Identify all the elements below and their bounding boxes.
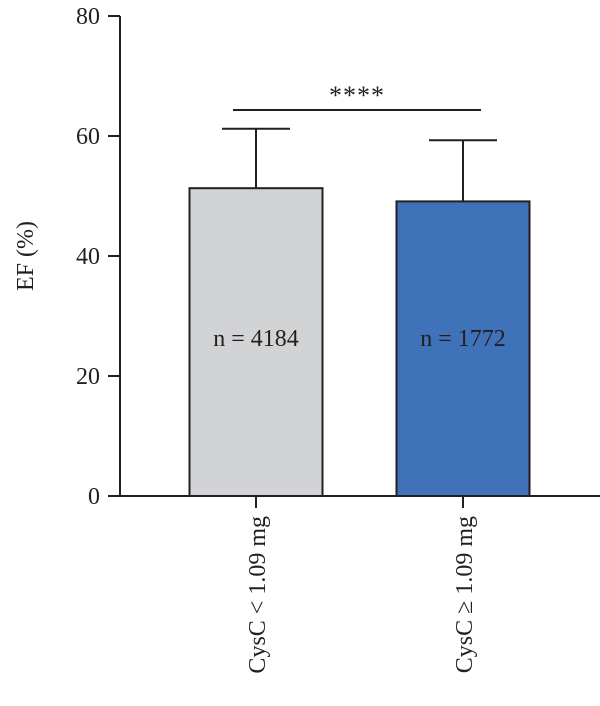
bars-group [188,187,531,497]
x-category-label: CysC < 1.09 mg [245,516,271,674]
y-tick-label: 40 [76,244,100,270]
y-axis: 0 20 40 60 80 [76,4,121,510]
y-tick-label: 20 [76,364,100,390]
bar-2 [395,200,531,497]
x-axis: CysC < 1.09 mg CysC ≥ 1.09 mg [120,495,600,674]
bar-labels-group: n = 4184 n = 1772 [213,326,506,352]
significance-label: **** [329,81,385,110]
significance-group: **** [233,81,481,111]
y-tick-label: 0 [88,484,100,510]
y-tick-label: 80 [76,4,100,30]
y-axis-title: EF (%) [13,221,39,291]
bar-count-label: n = 1772 [420,326,506,352]
bar-count-label: n = 4184 [213,326,299,352]
error-bars-group [222,127,497,202]
bar-1 [188,187,324,497]
x-category-label: CysC ≥ 1.09 mg [452,516,478,673]
y-tick-label: 60 [76,124,100,150]
